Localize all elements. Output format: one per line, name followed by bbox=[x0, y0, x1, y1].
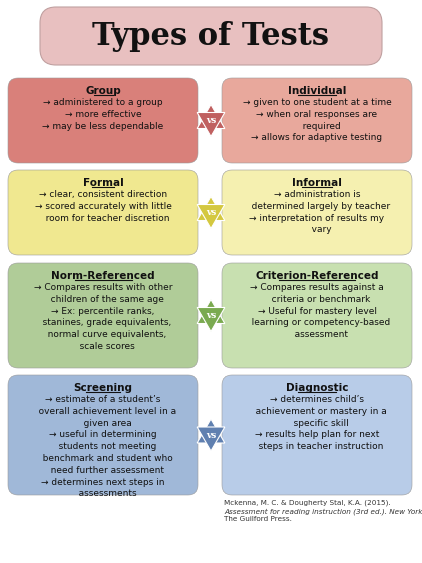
Text: → estimate of a student’s
   overall achievement level in a
   given area
→ usef: → estimate of a student’s overall achiev… bbox=[30, 395, 176, 498]
Text: Mckenna, M. C. & Dougherty Stal, K.A. (2015).: Mckenna, M. C. & Dougherty Stal, K.A. (2… bbox=[224, 500, 391, 507]
Polygon shape bbox=[197, 427, 225, 451]
Text: Group: Group bbox=[85, 86, 121, 96]
Text: Criterion-Referenced: Criterion-Referenced bbox=[255, 271, 379, 281]
Polygon shape bbox=[197, 204, 225, 229]
FancyBboxPatch shape bbox=[8, 375, 198, 495]
Text: Diagnostic: Diagnostic bbox=[286, 383, 348, 393]
Text: Assessment for reading instruction (3rd ed.). New York:: Assessment for reading instruction (3rd … bbox=[224, 508, 422, 515]
FancyBboxPatch shape bbox=[222, 78, 412, 163]
Text: → clear, consistent direction
→ scored accurately with little
   room for teache: → clear, consistent direction → scored a… bbox=[35, 190, 171, 222]
FancyBboxPatch shape bbox=[222, 170, 412, 255]
Polygon shape bbox=[197, 196, 225, 221]
Text: → administered to a group
→ more effective
→ may be less dependable: → administered to a group → more effecti… bbox=[42, 98, 164, 131]
Polygon shape bbox=[197, 105, 225, 128]
FancyBboxPatch shape bbox=[222, 375, 412, 495]
Polygon shape bbox=[197, 300, 225, 324]
Text: Formal: Formal bbox=[83, 178, 123, 188]
Text: The Guilford Press.: The Guilford Press. bbox=[224, 516, 292, 522]
Text: vs: vs bbox=[206, 311, 216, 320]
Text: vs: vs bbox=[206, 208, 216, 217]
Text: → Compares results with other
   children of the same age
→ Ex: percentile ranks: → Compares results with other children o… bbox=[34, 283, 172, 351]
Text: Informal: Informal bbox=[292, 178, 342, 188]
FancyBboxPatch shape bbox=[8, 263, 198, 368]
Text: → determines child’s
   achievement or mastery in a
   specific skill
→ results : → determines child’s achievement or mast… bbox=[247, 395, 387, 451]
FancyBboxPatch shape bbox=[222, 263, 412, 368]
Text: vs: vs bbox=[206, 116, 216, 125]
FancyBboxPatch shape bbox=[8, 78, 198, 163]
Text: vs: vs bbox=[206, 431, 216, 440]
Text: Types of Tests: Types of Tests bbox=[92, 20, 330, 51]
Text: → Compares results against a
   criteria or benchmark
→ Useful for mastery level: → Compares results against a criteria or… bbox=[243, 283, 391, 339]
Polygon shape bbox=[197, 307, 225, 332]
Text: Screening: Screening bbox=[73, 383, 133, 393]
Polygon shape bbox=[197, 113, 225, 136]
Text: Individual: Individual bbox=[288, 86, 346, 96]
Polygon shape bbox=[197, 419, 225, 443]
FancyBboxPatch shape bbox=[8, 170, 198, 255]
FancyBboxPatch shape bbox=[40, 7, 382, 65]
Text: Norm-Referenced: Norm-Referenced bbox=[51, 271, 155, 281]
Text: → administration is
   determined largely by teacher
→ interpretation of results: → administration is determined largely b… bbox=[243, 190, 391, 234]
Text: → given to one student at a time
→ when oral responses are
   required
→ allows : → given to one student at a time → when … bbox=[243, 98, 391, 142]
